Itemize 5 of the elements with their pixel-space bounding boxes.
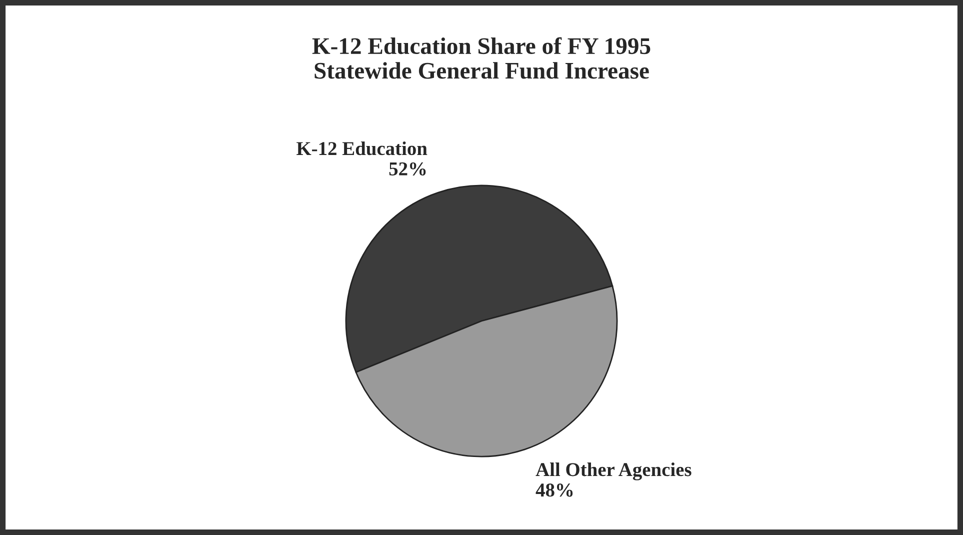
slice-label: K-12 Education: [296, 141, 428, 156]
chart-title: K-12 Education Share of FY 1995 Statewide General Fund Increase: [312, 37, 650, 79]
data-label: 52%: [389, 162, 426, 176]
data-label: 48%: [536, 484, 573, 497]
slice-label: All Other Agencies: [536, 462, 692, 480]
